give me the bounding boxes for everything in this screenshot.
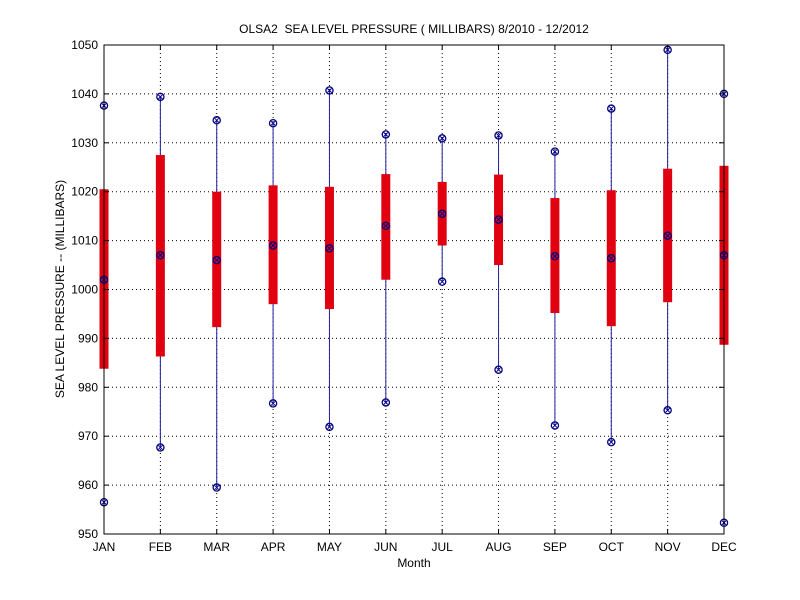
x-tick-label: OCT — [599, 540, 625, 554]
box-plot-marks — [99, 45, 729, 528]
y-tick-label: 990 — [78, 331, 98, 345]
median-marker — [268, 241, 278, 250]
median-marker — [437, 209, 447, 218]
axes: 950 960 970 980 990 1000 1010 1020 1030 1040 1050 J… — [71, 38, 737, 554]
y-tick-label: 960 — [78, 478, 98, 492]
min-marker — [494, 365, 503, 374]
y-tick-label: 1040 — [71, 87, 98, 101]
y-tick-label: 970 — [78, 429, 98, 443]
box-sep — [550, 147, 560, 430]
max-marker — [607, 104, 616, 113]
max-marker — [325, 86, 334, 95]
median-marker — [381, 221, 391, 231]
max-marker — [268, 118, 278, 128]
max-marker — [550, 147, 560, 156]
median-marker — [663, 231, 672, 240]
min-marker — [381, 398, 391, 407]
y-tick-label: 1020 — [71, 185, 98, 199]
x-tick-label: MAR — [203, 540, 230, 554]
y-tick-label: 980 — [78, 380, 98, 394]
x-tick-label: NOV — [655, 540, 681, 554]
x-tick-label: DEC — [711, 540, 737, 554]
x-tick-label: JUN — [374, 540, 397, 554]
box-apr — [268, 118, 278, 408]
min-marker — [550, 421, 560, 430]
max-marker — [437, 134, 447, 143]
box-nov — [663, 45, 673, 415]
y-tick-label: 1050 — [71, 38, 98, 52]
box-aug — [494, 131, 504, 374]
max-marker — [212, 116, 221, 125]
iqr-box — [212, 191, 222, 328]
box-oct — [606, 104, 616, 447]
median-marker — [607, 253, 616, 263]
min-marker — [663, 406, 672, 415]
x-tick-label: MAY — [317, 540, 342, 554]
chart-title: OLSA2 SEA LEVEL PRESSURE ( MILLIBARS) 8/… — [239, 22, 589, 36]
y-tick-label: 1000 — [71, 283, 98, 297]
x-tick-label: FEB — [149, 540, 172, 554]
iqr-box — [268, 185, 278, 305]
min-marker — [268, 399, 278, 408]
x-axis-label: Month — [397, 556, 431, 570]
x-tick-label: APR — [261, 540, 286, 554]
x-tick-label: JUL — [432, 540, 454, 554]
iqr-box — [550, 198, 560, 313]
median-marker — [212, 255, 221, 265]
min-marker — [212, 483, 221, 492]
box-jul — [437, 134, 447, 286]
min-marker — [607, 437, 616, 447]
box-feb — [155, 92, 165, 452]
box-mar — [212, 116, 222, 492]
x-tick-label: JAN — [93, 540, 116, 554]
min-marker — [437, 277, 447, 286]
max-marker — [494, 131, 503, 140]
min-marker — [156, 443, 165, 452]
y-tick-label: 950 — [78, 527, 98, 541]
min-marker — [325, 422, 334, 432]
box-may — [324, 86, 334, 432]
iqr-box — [381, 174, 391, 280]
median-marker — [550, 251, 560, 261]
median-marker — [156, 251, 165, 260]
y-tick-label: 1030 — [71, 136, 98, 150]
x-tick-label: AUG — [486, 540, 512, 554]
max-marker — [381, 130, 391, 139]
median-marker — [494, 215, 503, 224]
box-jun — [381, 130, 391, 407]
median-marker — [325, 244, 334, 253]
y-tick-label: 1010 — [71, 234, 98, 248]
max-marker — [156, 92, 165, 102]
grid-lines — [104, 45, 724, 534]
x-tick-label: SEP — [543, 540, 567, 554]
